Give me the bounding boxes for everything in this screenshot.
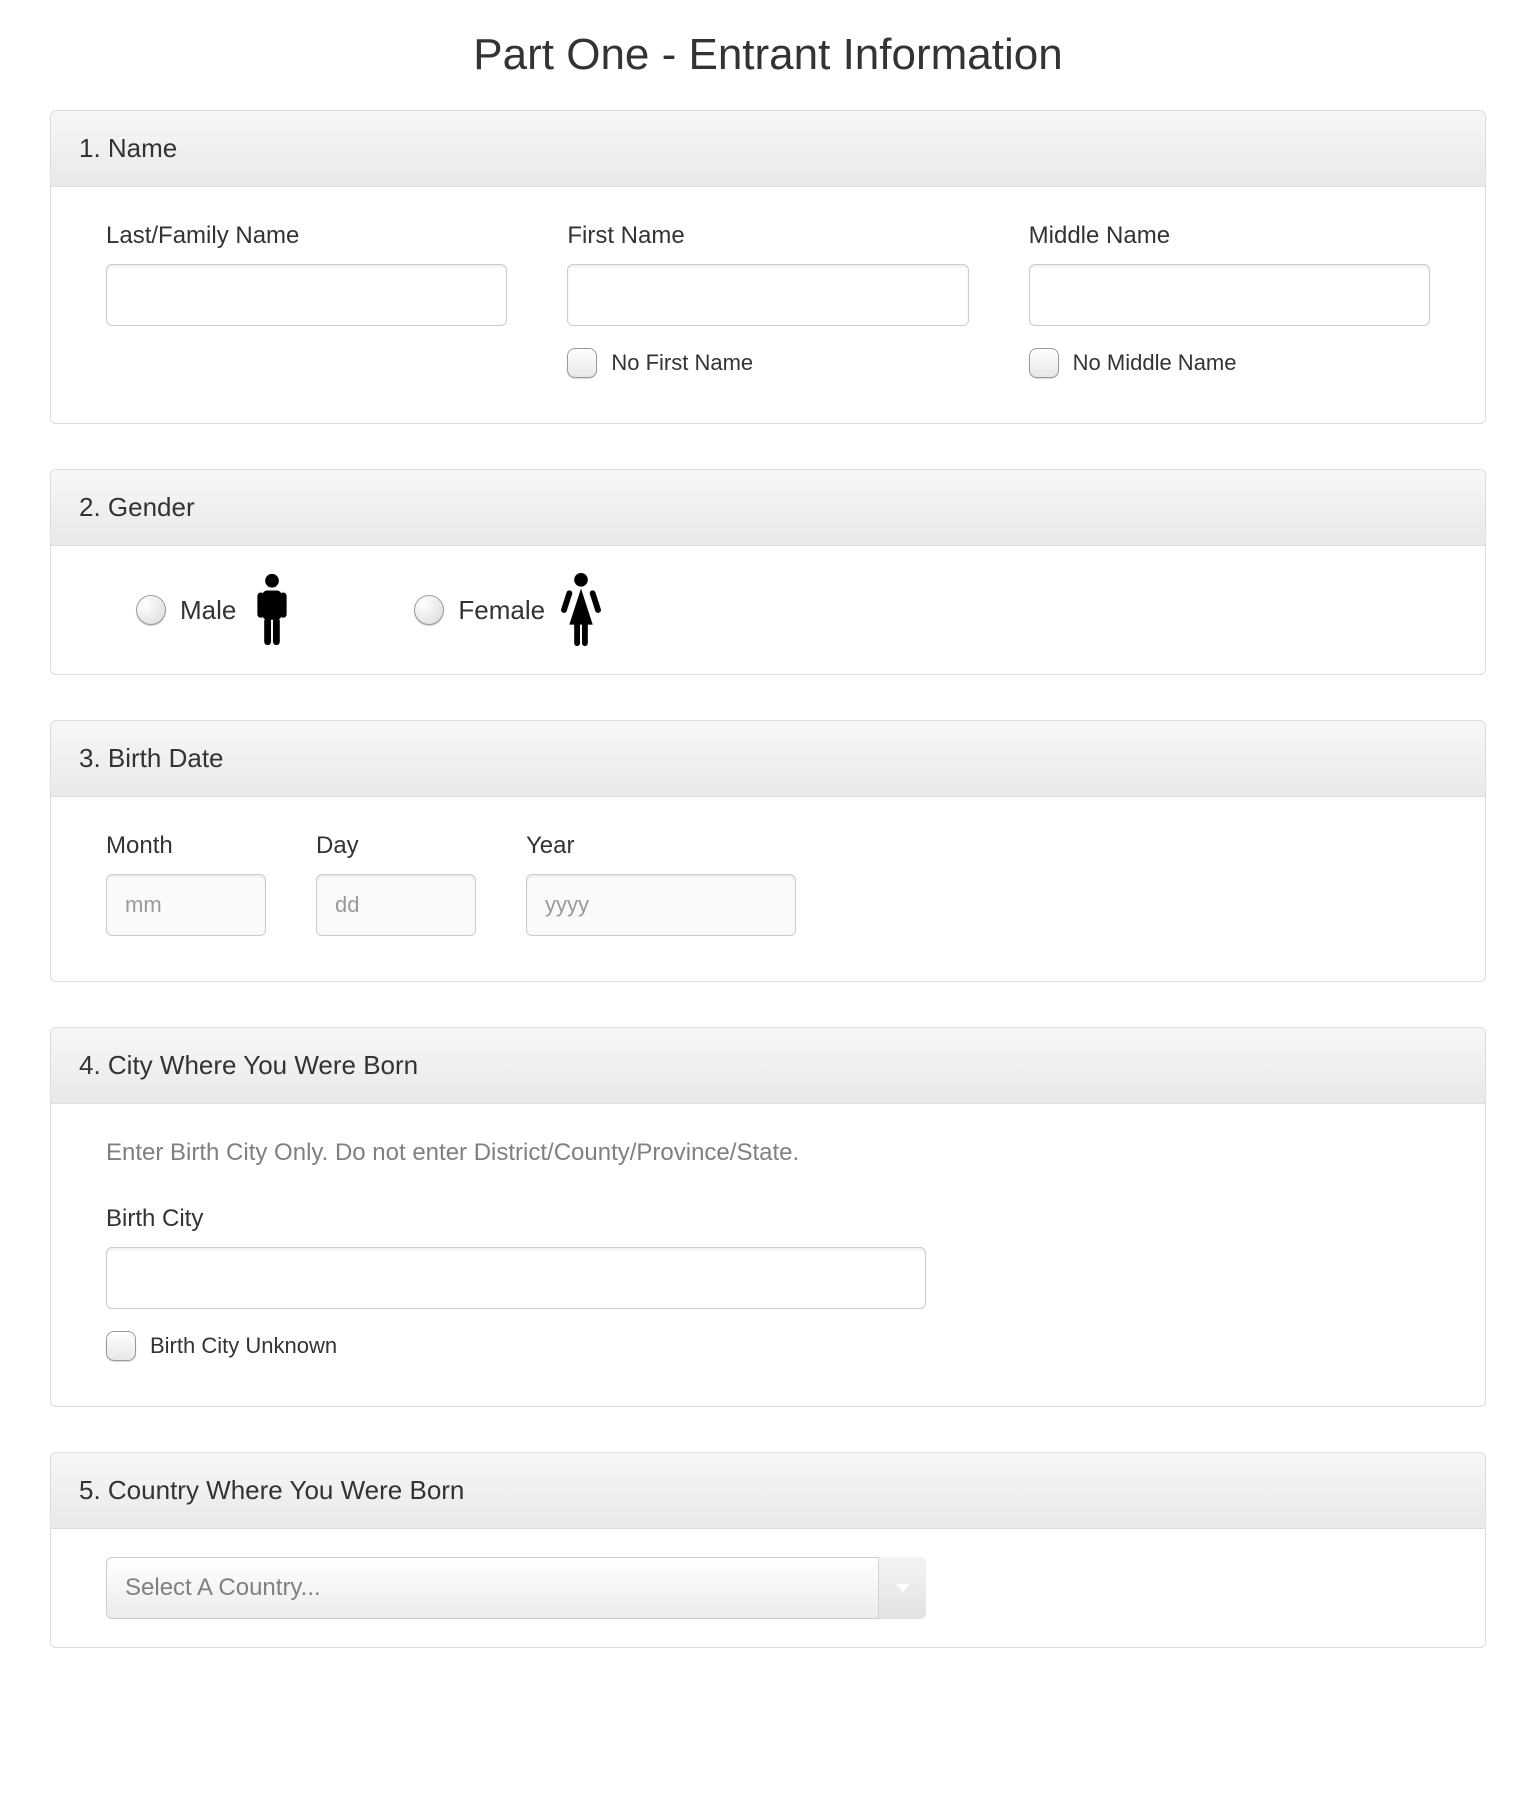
section-birthdate: 3. Birth Date Month Day Year <box>50 720 1486 982</box>
gender-female-group: Female <box>414 571 603 649</box>
last-name-label: Last/Family Name <box>106 222 507 250</box>
birth-year-input[interactable] <box>526 874 796 936</box>
section-gender: 2. Gender Male <box>50 469 1486 675</box>
birth-month-input[interactable] <box>106 874 266 936</box>
middle-name-label: Middle Name <box>1029 222 1430 250</box>
birth-year-group: Year <box>526 832 796 936</box>
gender-female-label: Female <box>458 595 545 626</box>
section-birthcity-body: Enter Birth City Only. Do not enter Dist… <box>51 1104 1485 1406</box>
no-middle-name-label: No Middle Name <box>1073 350 1237 376</box>
first-name-label: First Name <box>567 222 968 250</box>
section-gender-body: Male Female <box>51 546 1485 674</box>
male-icon <box>250 571 294 649</box>
birthcountry-select[interactable]: Select A Country... <box>106 1557 926 1619</box>
page-title: Part One - Entrant Information <box>50 30 1486 80</box>
middle-name-input[interactable] <box>1029 264 1430 326</box>
section-name-body: Last/Family Name First Name No First Nam… <box>51 187 1485 423</box>
birth-month-group: Month <box>106 832 266 936</box>
section-birthcity: 4. City Where You Were Born Enter Birth … <box>50 1027 1486 1407</box>
first-name-group: First Name No First Name <box>567 222 968 378</box>
middle-name-group: Middle Name No Middle Name <box>1029 222 1430 378</box>
birth-day-input[interactable] <box>316 874 476 936</box>
section-birthcountry: 5. Country Where You Were Born Select A … <box>50 1452 1486 1648</box>
section-birthcity-heading: 4. City Where You Were Born <box>51 1028 1485 1104</box>
no-first-name-label: No First Name <box>611 350 753 376</box>
section-birthdate-body: Month Day Year <box>51 797 1485 981</box>
birth-day-label: Day <box>316 832 476 860</box>
gender-male-radio[interactable] <box>136 595 166 625</box>
birth-month-label: Month <box>106 832 266 860</box>
birth-year-label: Year <box>526 832 796 860</box>
no-first-name-checkbox[interactable] <box>567 348 597 378</box>
section-birthdate-heading: 3. Birth Date <box>51 721 1485 797</box>
last-name-input[interactable] <box>106 264 507 326</box>
first-name-input[interactable] <box>567 264 968 326</box>
gender-male-group: Male <box>136 571 294 649</box>
section-birthcountry-heading: 5. Country Where You Were Born <box>51 1453 1485 1529</box>
section-birthcountry-body: Select A Country... <box>51 1529 1485 1647</box>
section-name-heading: 1. Name <box>51 111 1485 187</box>
last-name-group: Last/Family Name <box>106 222 507 378</box>
female-icon <box>559 571 603 649</box>
birthcity-unknown-label: Birth City Unknown <box>150 1333 337 1359</box>
birthcountry-select-placeholder: Select A Country... <box>125 1574 321 1602</box>
birthcity-label: Birth City <box>106 1205 1430 1233</box>
birthcity-input[interactable] <box>106 1247 926 1309</box>
no-middle-name-checkbox[interactable] <box>1029 348 1059 378</box>
page-root: Part One - Entrant Information 1. Name L… <box>0 0 1536 1718</box>
gender-female-radio[interactable] <box>414 595 444 625</box>
birth-day-group: Day <box>316 832 476 936</box>
section-name: 1. Name Last/Family Name First Name No F… <box>50 110 1486 424</box>
birthcity-hint: Enter Birth City Only. Do not enter Dist… <box>106 1139 1430 1167</box>
birthcity-unknown-checkbox[interactable] <box>106 1331 136 1361</box>
section-gender-heading: 2. Gender <box>51 470 1485 546</box>
gender-male-label: Male <box>180 595 236 626</box>
